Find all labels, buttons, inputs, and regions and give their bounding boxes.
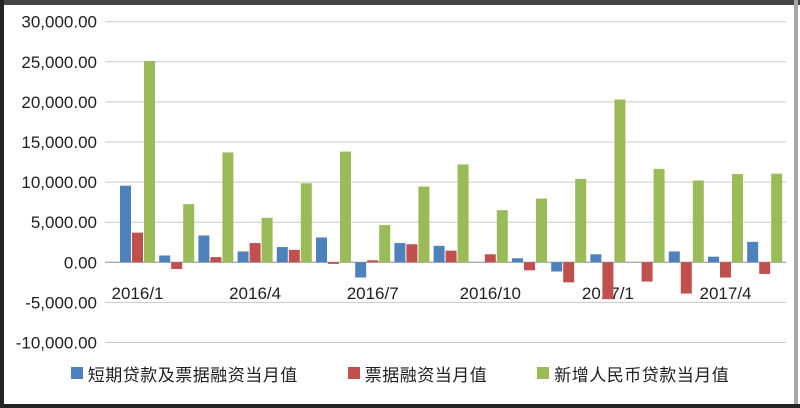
- frame-border-top: [0, 0, 800, 5]
- bar-bill-financing: [563, 262, 575, 283]
- bar-bill-financing: [759, 262, 771, 274]
- y-tick-label: 5,000.00: [31, 213, 97, 232]
- x-tick-label: 2016/4: [229, 284, 281, 303]
- bar-short-term-loans: [394, 243, 406, 263]
- bar-bill-financing: [445, 250, 457, 263]
- bar-short-term-loans: [433, 245, 445, 263]
- y-tick-label: 15,000.00: [21, 133, 97, 152]
- x-tick-label: 2016/7: [347, 284, 399, 303]
- bar-new-rmb-loans: [379, 225, 391, 263]
- bar-bill-financing: [602, 262, 614, 300]
- bar-new-rmb-loans: [732, 174, 743, 263]
- bar-bill-financing: [249, 243, 261, 263]
- bar-bill-financing: [484, 254, 496, 263]
- legend-swatch-green: [537, 367, 550, 379]
- bar-bill-financing: [288, 249, 300, 263]
- bar-bill-financing: [680, 262, 692, 294]
- bar-short-term-loans: [590, 254, 602, 263]
- bar-new-rmb-loans: [261, 217, 273, 263]
- bar-bill-financing: [367, 260, 379, 263]
- bar-new-rmb-loans: [771, 173, 783, 263]
- bar-new-rmb-loans: [692, 180, 704, 263]
- bar-short-term-loans: [512, 258, 523, 263]
- y-tick-label: -5,000.00: [25, 293, 97, 312]
- bar-new-rmb-loans: [575, 178, 587, 263]
- bar-bill-financing: [328, 262, 339, 264]
- x-tick-label: 2017/4: [700, 284, 752, 303]
- bar-short-term-loans: [120, 185, 131, 263]
- legend-swatch-red: [347, 367, 360, 379]
- bar-short-term-loans: [159, 255, 171, 263]
- y-tick-label: 30,000.00: [21, 13, 97, 32]
- bar-short-term-loans: [237, 251, 249, 263]
- y-tick-label: 10,000.00: [21, 173, 97, 192]
- legend-label: 短期贷款及票据融资当月值: [87, 365, 298, 385]
- frame-border-right: [794, 0, 798, 404]
- y-tick-label: 20,000.00: [21, 93, 97, 112]
- bar-new-rmb-loans: [144, 60, 155, 263]
- frame-border-left: [0, 0, 4, 408]
- legend-item-new-rmb-loans: 新增人民币贷款当月值: [537, 361, 729, 386]
- legend-label: 新增人民币贷款当月值: [554, 365, 730, 385]
- bar-new-rmb-loans: [183, 204, 195, 263]
- y-tick-label: 25,000.00: [21, 53, 97, 72]
- bar-bill-financing: [641, 262, 653, 282]
- legend-item-bill-financing: 票据融资当月值: [347, 361, 488, 386]
- bar-bill-financing: [210, 257, 222, 263]
- y-tick-label: -10,000.00: [16, 334, 97, 353]
- bar-bill-financing: [524, 262, 535, 271]
- bar-short-term-loans: [747, 241, 759, 263]
- bar-short-term-loans: [355, 262, 367, 278]
- legend-item-short-term-loans: 短期贷款及票据融资当月值: [70, 361, 298, 386]
- x-tick-label: 2016/1: [112, 284, 164, 303]
- bar-bill-financing: [171, 262, 183, 269]
- bar-new-rmb-loans: [300, 183, 312, 263]
- y-tick-label: 0.00: [64, 253, 97, 272]
- bar-short-term-loans: [708, 256, 719, 263]
- x-tick-label: 2016/10: [460, 284, 521, 303]
- bar-new-rmb-loans: [614, 99, 626, 263]
- legend-label: 票据融资当月值: [364, 365, 488, 385]
- bar-bill-financing: [406, 244, 418, 263]
- bar-short-term-loans: [198, 235, 210, 263]
- bar-bill-financing: [720, 262, 731, 278]
- bar-short-term-loans: [276, 247, 288, 263]
- bar-new-rmb-loans: [536, 198, 547, 263]
- bar-new-rmb-loans: [418, 186, 430, 263]
- bar-new-rmb-loans: [457, 164, 469, 263]
- bar-short-term-loans: [316, 237, 327, 263]
- chart-legend: 短期贷款及票据融资当月值 票据融资当月值 新增人民币贷款当月值: [0, 356, 800, 390]
- bar-new-rmb-loans: [340, 151, 351, 263]
- bar-short-term-loans: [551, 262, 563, 272]
- legend-swatch-blue: [70, 367, 83, 379]
- bar-short-term-loans: [668, 251, 680, 263]
- bar-bill-financing: [132, 232, 143, 263]
- bar-new-rmb-loans: [653, 168, 665, 263]
- bar-new-rmb-loans: [496, 210, 508, 263]
- bar-new-rmb-loans: [222, 152, 234, 263]
- frame-border-bottom: [0, 404, 800, 408]
